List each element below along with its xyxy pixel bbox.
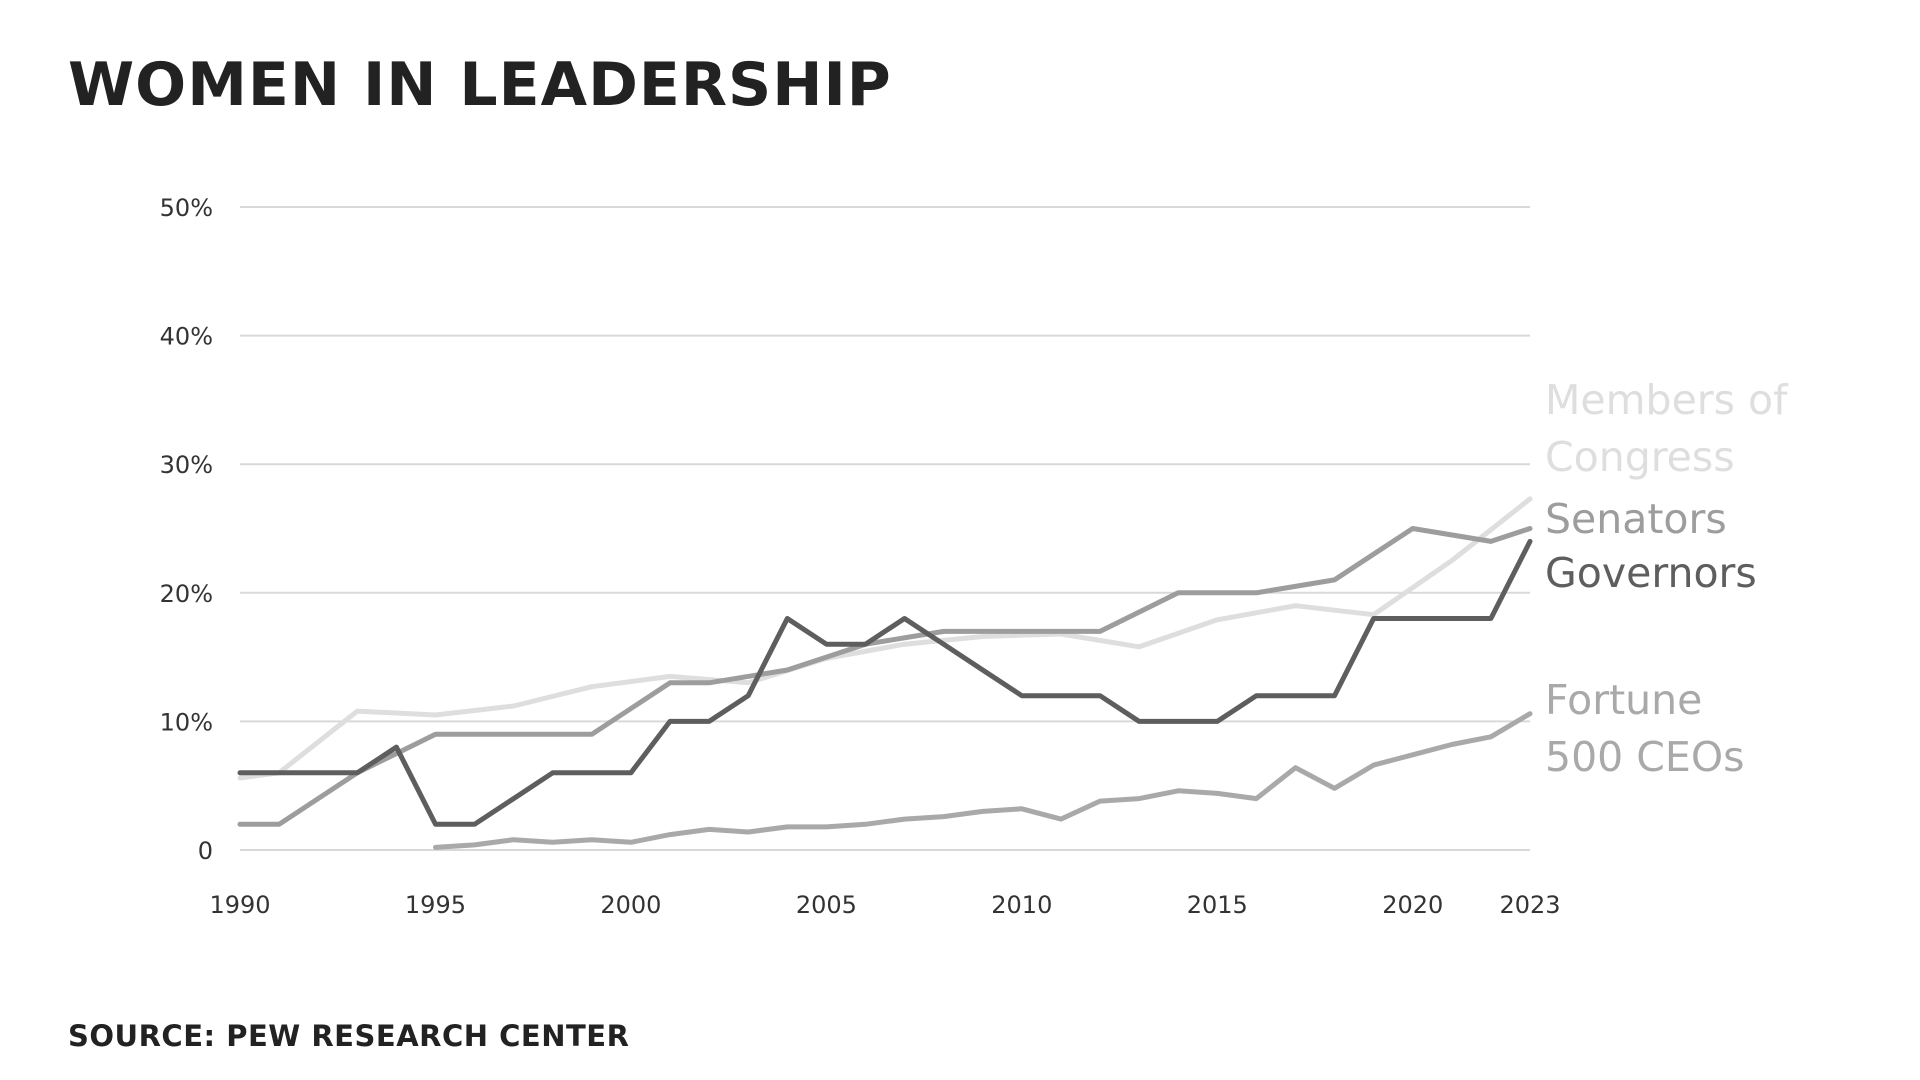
x-tick-label: 2000 — [600, 891, 661, 919]
x-tick-label: 2015 — [1187, 891, 1248, 919]
series-line-governors — [237, 538, 1533, 827]
series-label-governors: Governors — [1545, 549, 1757, 597]
x-tick-label: 1990 — [209, 891, 270, 919]
y-tick-label: 40% — [160, 323, 213, 351]
gridlines — [240, 206, 1530, 851]
x-axis-ticks: 1990 1995 2000 2005 2010 2015 2020 2023 — [209, 891, 1560, 919]
y-tick-label: 30% — [160, 451, 213, 479]
x-tick-label: 2020 — [1382, 891, 1443, 919]
x-tick-label: 2023 — [1499, 891, 1560, 919]
series-label-members-of-congress: Members of Congress — [1545, 376, 1789, 481]
y-axis-ticks: 0 10% 20% 30% 40% 50% — [160, 194, 213, 865]
y-tick-label: 20% — [160, 580, 213, 608]
x-tick-label: 2005 — [796, 891, 857, 919]
series-lines — [237, 496, 1533, 850]
series-line-senators — [237, 526, 1533, 827]
series-label-senators: Senators — [1545, 495, 1727, 543]
series-line-fortune-500-ceos — [433, 711, 1533, 850]
series-line-members-of-congress — [237, 496, 1533, 781]
x-tick-label: 2010 — [991, 891, 1052, 919]
y-tick-label: 10% — [160, 708, 213, 736]
chart-title: WOMEN IN LEADERSHIP — [68, 50, 892, 120]
source-note: SOURCE: PEW RESEARCH CENTER — [68, 1019, 629, 1053]
y-tick-label: 50% — [160, 194, 213, 222]
x-tick-label: 1995 — [405, 891, 466, 919]
series-label-fortune-500-ceos: Fortune 500 CEOs — [1545, 676, 1744, 781]
y-tick-label: 0 — [198, 837, 213, 865]
series-labels: Members of Congress Senators Governors Fortu… — [1545, 376, 1789, 781]
